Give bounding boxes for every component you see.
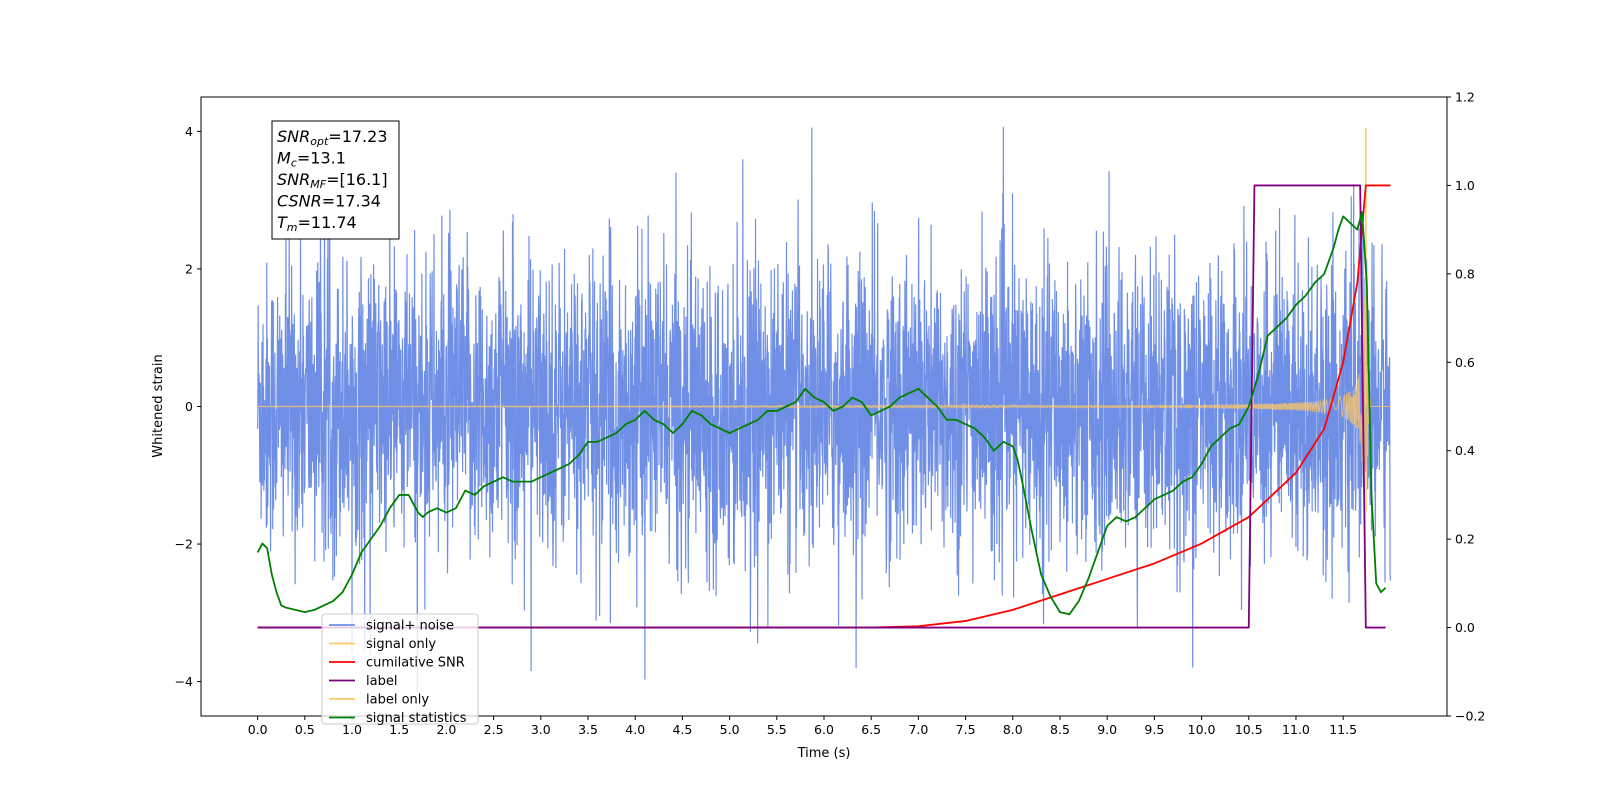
- annotation-line: Mc=13.1: [277, 149, 346, 170]
- x-tick-label: 8.5: [1050, 722, 1070, 737]
- annotation-line: CSNR=17.34: [277, 192, 381, 211]
- x-tick-label: 1.5: [389, 722, 409, 737]
- x-tick-label: 2.5: [484, 722, 504, 737]
- x-tick-label: 10.0: [1188, 722, 1216, 737]
- legend-entry: signal+ noise: [366, 619, 454, 634]
- legend: signal+ noise signal only cumilative SNR la…: [321, 613, 479, 726]
- legend-entry: signal only: [366, 637, 436, 652]
- x-tick-label: 6.0: [814, 722, 834, 737]
- legend-frame: [321, 613, 479, 725]
- series-signal-statistics: [256, 211, 1387, 616]
- x-tick-label: 11.5: [1329, 722, 1357, 737]
- y2-tick-label: 0.0: [1455, 620, 1475, 635]
- x-tick-label: 4.0: [625, 722, 645, 737]
- y2-tick-label: −0.2: [1455, 709, 1485, 724]
- x-tick-label: 9.5: [1144, 722, 1164, 737]
- x-axis-label: Time (s): [797, 746, 851, 761]
- annotation-line: SNRMF=[16.1]: [277, 170, 388, 191]
- y-tick-label: 4: [185, 124, 193, 139]
- legend-entry: cumilative SNR: [366, 656, 465, 671]
- x-axis-ticks: 0.0 0.5 1.0 1.5 2.0 2.5 3.0 3.5 4.0 4.5 5.0 5.5 6.0 6…: [248, 716, 1357, 737]
- annotation-frame: [271, 120, 400, 240]
- x-tick-label: 4.5: [672, 722, 692, 737]
- y-axis-ticks-right: −0.2 0.0 0.2 0.4 0.6 0.8 1.0 1.2: [1447, 90, 1485, 724]
- y2-tick-label: 0.6: [1455, 355, 1475, 370]
- x-tick-label: 3.5: [578, 722, 598, 737]
- x-tick-label: 3.0: [531, 722, 551, 737]
- legend-entry: label only: [366, 693, 429, 708]
- x-tick-label: 2.0: [436, 722, 456, 737]
- y2-tick-label: 1.0: [1455, 178, 1475, 193]
- y2-tick-label: 0.4: [1455, 443, 1475, 458]
- y2-tick-label: 0.8: [1455, 266, 1475, 281]
- y2-tick-label: 1.2: [1455, 90, 1475, 105]
- x-tick-label: 5.0: [720, 722, 740, 737]
- x-tick-label: 0.5: [295, 722, 315, 737]
- annotation-line: SNRopt=17.23: [277, 127, 388, 148]
- y-tick-label: 0: [185, 399, 193, 414]
- y-axis-ticks-left: −4 −2 0 2 4: [175, 124, 201, 689]
- series-cumulative-snr: [257, 184, 1391, 629]
- y2-tick-label: 0.2: [1455, 532, 1475, 547]
- x-tick-label: 1.0: [342, 722, 362, 737]
- y-tick-label: 2: [185, 261, 193, 276]
- x-tick-label: 5.5: [767, 722, 787, 737]
- x-tick-label: 0.0: [248, 722, 268, 737]
- annotation-line: Tm=11.74: [277, 213, 357, 234]
- legend-entry: label: [366, 674, 397, 689]
- series-label: [257, 184, 1386, 629]
- x-tick-label: 11.0: [1282, 722, 1310, 737]
- plot-area: [256, 126, 1391, 692]
- x-tick-label: 6.5: [861, 722, 881, 737]
- x-tick-label: 7.5: [956, 722, 976, 737]
- series-signal-only: [257, 213, 1391, 596]
- y-tick-label: −4: [175, 674, 193, 689]
- legend-entry: signal statistics: [366, 711, 467, 726]
- stats-annotation-box: SNRopt=17.23Mc=13.1SNRMF=[16.1]CSNR=17.3…: [271, 120, 400, 240]
- series-signal-noise: [257, 126, 1391, 692]
- x-tick-label: 10.5: [1235, 722, 1263, 737]
- x-tick-label: 7.0: [908, 722, 928, 737]
- y-tick-label: −2: [175, 537, 193, 552]
- x-tick-label: 9.0: [1097, 722, 1117, 737]
- x-tick-label: 8.0: [1003, 722, 1023, 737]
- y-axis-label: Whitened strain: [151, 354, 166, 457]
